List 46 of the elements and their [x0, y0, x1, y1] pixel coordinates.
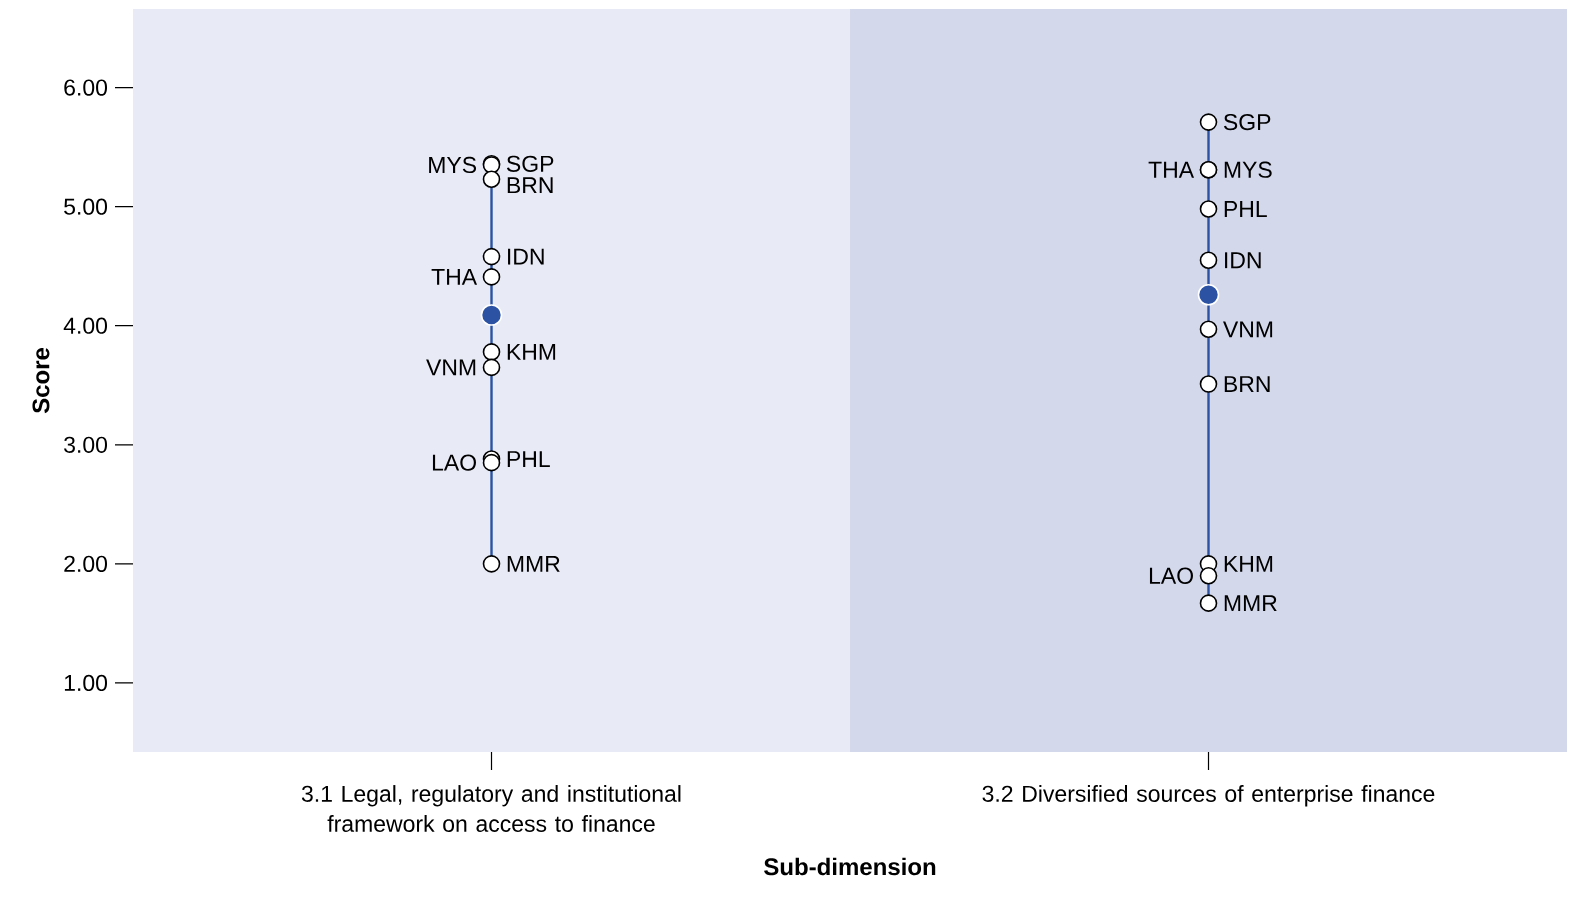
series-label: MYS	[429, 156, 477, 174]
point	[482, 268, 501, 286]
y-tick-label: 6.00	[64, 79, 108, 96]
text: SGP	[1223, 113, 1271, 131]
series-label: LAO	[1149, 567, 1193, 584]
text: LAO	[432, 454, 476, 471]
point	[1199, 200, 1218, 218]
point	[482, 343, 501, 361]
series-label: PHL	[1224, 201, 1267, 217]
point	[1199, 566, 1218, 585]
y-tick-label: 1.00	[64, 674, 108, 692]
point	[1199, 251, 1218, 270]
point	[482, 358, 501, 377]
series-label: BRN	[1224, 376, 1270, 392]
series-label: SGP	[506, 155, 554, 172]
y-tick-label: 3.00	[64, 436, 108, 453]
point	[1199, 375, 1218, 393]
point	[482, 170, 501, 189]
point	[482, 555, 501, 573]
point	[482, 453, 501, 472]
y-axis-title: Score	[32, 347, 50, 414]
y-tick-label: 4.00	[63, 317, 108, 334]
legend-label: VNM	[1223, 321, 1273, 338]
x-tick-label: 3.1 Legal, regulatory and institutional framework on access to finance	[301, 785, 681, 832]
text: KHM	[1224, 555, 1273, 572]
text: THA	[1148, 161, 1195, 178]
point	[1197, 283, 1220, 306]
point	[1199, 320, 1218, 339]
series-label: MMR	[1224, 595, 1277, 612]
point	[1199, 113, 1218, 131]
y-tick-label: 5.00	[64, 198, 108, 215]
series-label: THA	[431, 268, 478, 285]
series-label: IDN	[1225, 252, 1261, 269]
text: MYS	[1224, 161, 1272, 178]
text: VNM	[426, 359, 476, 376]
text: IDN	[508, 248, 544, 265]
point	[480, 304, 503, 326]
text: MMR	[507, 555, 560, 572]
x-tick-label: 3.2 Diversified sources of enterprise finance	[982, 785, 1435, 807]
text: BRN	[507, 177, 553, 194]
point	[482, 247, 501, 266]
y-tick-label: 2.00	[64, 555, 108, 572]
series-label: KHM	[507, 344, 556, 360]
text: PHL	[507, 451, 550, 467]
x-axis-title: Sub-dimension	[764, 857, 936, 876]
point	[1199, 594, 1218, 612]
